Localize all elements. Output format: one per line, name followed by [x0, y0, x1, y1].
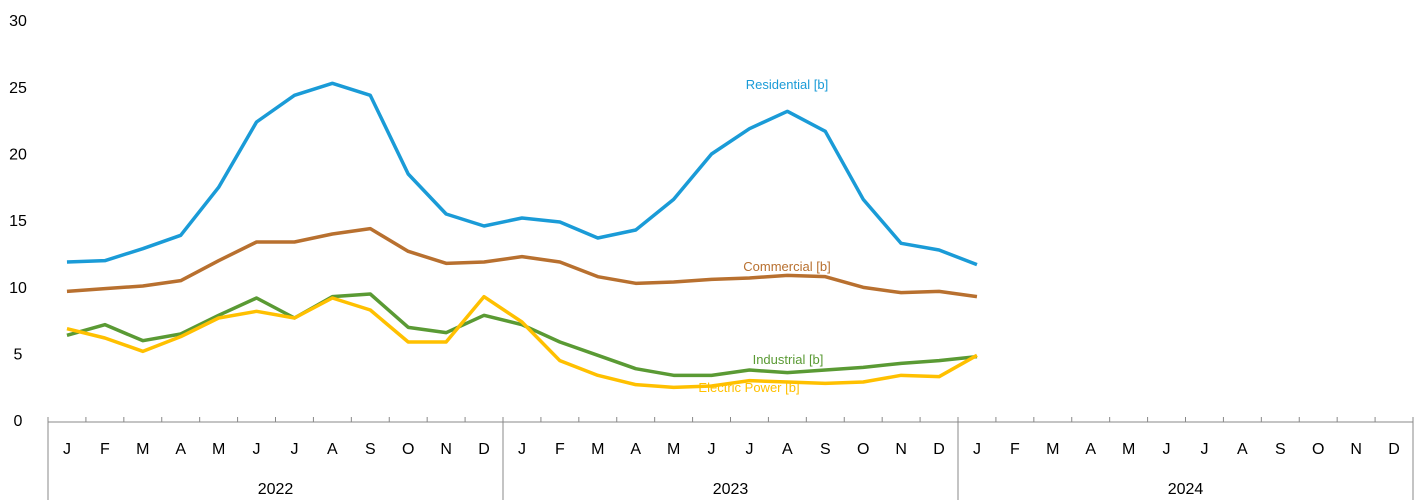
x-tick-label: M [667, 441, 680, 458]
x-tick-label: M [591, 441, 604, 458]
series-label: Residential [b] [746, 77, 828, 92]
x-tick-label: J [708, 441, 716, 458]
y-tick-label: 30 [9, 13, 27, 30]
group-label: 2022 [258, 481, 294, 498]
series-line [66, 294, 978, 390]
y-tick-label: 10 [9, 280, 27, 297]
x-tick-label: J [973, 441, 981, 458]
x-tick-label: J [1200, 441, 1208, 458]
x-tick-label: O [857, 441, 869, 458]
y-tick-label: 25 [9, 80, 27, 97]
x-tick-label: N [895, 441, 907, 458]
x-tick-label: N [1350, 441, 1362, 458]
y-tick-label: 5 [14, 347, 23, 364]
group-label: 2024 [1168, 481, 1204, 498]
x-tick-label: A [1237, 441, 1248, 458]
series-label: Industrial [b] [753, 352, 824, 367]
x-tick-label: A [630, 441, 641, 458]
series-label: Electric Power [b] [698, 380, 799, 395]
x-tick-label: O [1312, 441, 1324, 458]
x-tick-label: M [1046, 441, 1059, 458]
x-tick-label: M [1122, 441, 1135, 458]
y-tick-label: 20 [9, 147, 27, 164]
x-tick-label: S [1275, 441, 1286, 458]
x-tick-label: D [1388, 441, 1400, 458]
x-tick-label: O [402, 441, 414, 458]
x-tick-label: J [290, 441, 298, 458]
x-tick-label: J [518, 441, 526, 458]
x-tick-label: J [63, 441, 71, 458]
x-tick-label: A [327, 441, 338, 458]
series-line [66, 81, 978, 267]
x-tick-label: S [365, 441, 376, 458]
x-tick-label: A [1085, 441, 1096, 458]
x-tick-label: J [253, 441, 261, 458]
x-tick-label: D [933, 441, 945, 458]
series-line [66, 292, 978, 378]
x-tick-label: M [136, 441, 149, 458]
series-line [66, 226, 978, 299]
x-tick-label: N [440, 441, 452, 458]
y-tick-label: 15 [9, 213, 27, 230]
series-label: Commercial [b] [743, 259, 830, 274]
x-tick-label: F [100, 441, 110, 458]
x-tick-label: M [212, 441, 225, 458]
x-tick-label: A [175, 441, 186, 458]
x-tick-label: D [478, 441, 490, 458]
y-tick-label: 0 [14, 413, 23, 430]
group-label: 2023 [713, 481, 749, 498]
x-tick-label: J [1163, 441, 1171, 458]
x-tick-label: F [1010, 441, 1020, 458]
x-tick-label: S [820, 441, 831, 458]
x-tick-label: J [745, 441, 753, 458]
x-tick-label: F [555, 441, 565, 458]
x-tick-label: A [782, 441, 793, 458]
